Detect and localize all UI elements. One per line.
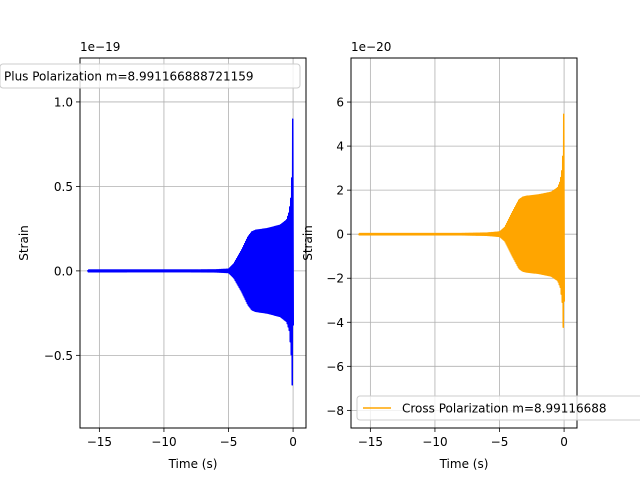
y-tick-label: 6 [336, 96, 344, 110]
cross-series [358, 113, 565, 328]
plus-legend: Plus Polarization m=8.991166888721159 [0, 63, 301, 89]
waveform-line [87, 118, 294, 386]
cross-x-axis-label: Time (s) [439, 457, 489, 471]
plus-axes-frame [79, 57, 307, 429]
y-tick-label: −6 [326, 360, 344, 374]
plus-x-ticks: −15 −10 −5 0 [87, 428, 297, 449]
cross-x-ticks: −15 −10 −5 0 [358, 428, 568, 449]
cross-legend: Cross Polarization m=8.99116688 [356, 395, 640, 421]
y-tick-label: 0 [336, 228, 344, 242]
plus-y-ticks: −0.5 0.0 0.5 1.0 [44, 95, 80, 363]
cross-axes-frame [350, 57, 578, 429]
x-tick-label: −5 [491, 435, 509, 449]
plus-x-axis-label: Time (s) [168, 457, 218, 471]
x-tick-label: −15 [358, 435, 383, 449]
x-tick-label: 0 [289, 435, 297, 449]
cross-legend-label: Cross Polarization m=8.99116688 [402, 402, 607, 416]
y-tick-label: −4 [326, 316, 344, 330]
cross-polarization-plot: −15 −10 −5 0 −8 −6 −4 −2 0 2 4 6 Time (s) Strain 1… [301, 40, 640, 471]
cross-y-axis-label: Strain [301, 225, 315, 261]
cross-legend-box [356, 395, 640, 421]
y-tick-label: 4 [336, 140, 344, 154]
x-tick-label: −15 [87, 435, 112, 449]
y-tick-label: 1.0 [54, 95, 73, 109]
y-tick-label: 0.5 [54, 180, 73, 194]
plus-offset-text: 1e−19 [80, 40, 120, 54]
plus-y-axis-label: Strain [17, 225, 31, 261]
plus-polarization-plot: −15 −10 −5 0 −0.50.00.51.0 Time (s) Strain … [0, 40, 307, 471]
x-tick-label: −10 [422, 435, 447, 449]
plus-legend-label: Plus Polarization m=8.991166888721159 [4, 70, 254, 84]
x-tick-label: −5 [220, 435, 238, 449]
y-tick-label: −2 [326, 272, 344, 286]
x-tick-label: 0 [560, 435, 568, 449]
plus-legend-box [0, 63, 301, 89]
y-tick-label: 2 [336, 184, 344, 198]
y-tick-label: −0.5 [44, 349, 73, 363]
cross-offset-text: 1e−20 [351, 40, 391, 54]
y-tick-label: −8 [326, 404, 344, 418]
y-tick-label: 0.0 [54, 264, 73, 278]
x-tick-label: −10 [151, 435, 176, 449]
waveform-line [358, 113, 565, 328]
cross-y-ticks: −8 −6 −4 −2 0 2 4 6 [326, 96, 351, 418]
plus-series [87, 118, 294, 386]
